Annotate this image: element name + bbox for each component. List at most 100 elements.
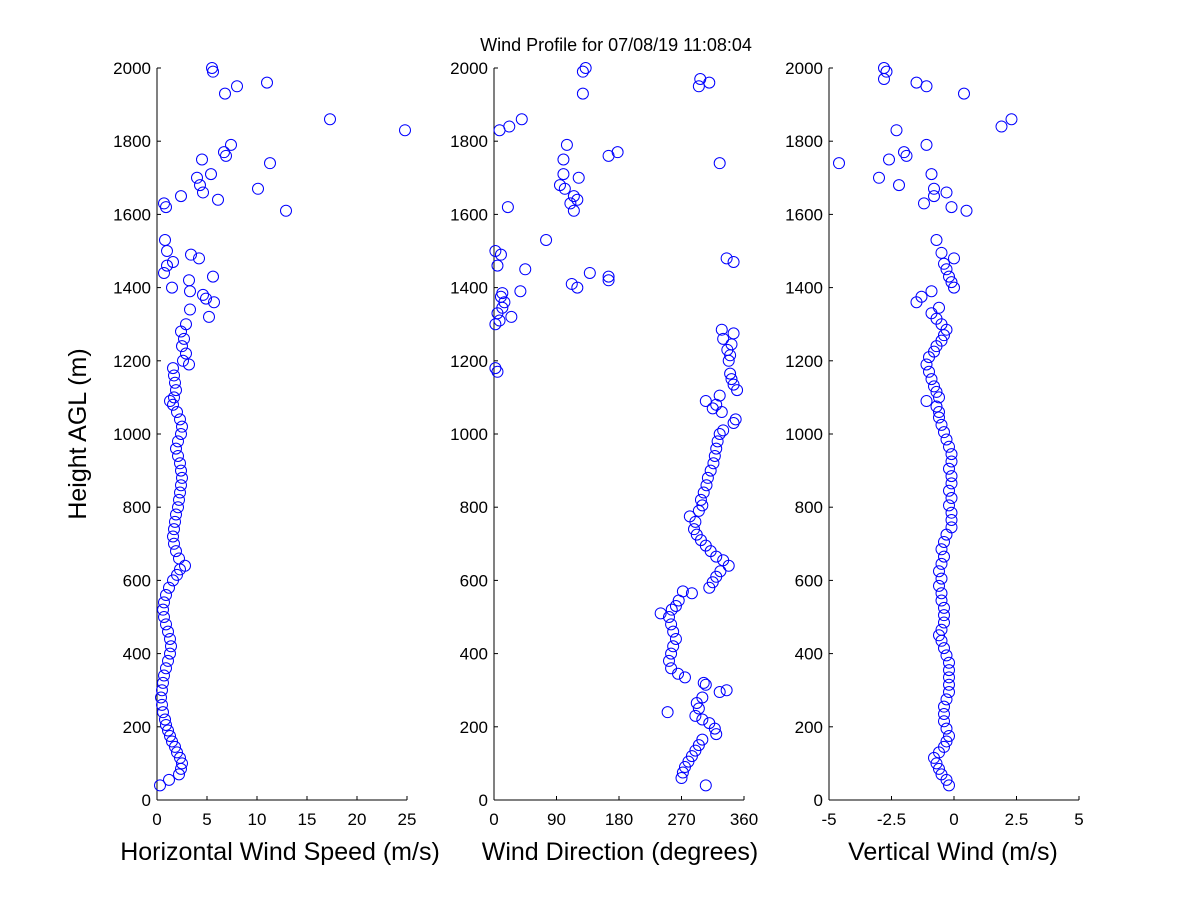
data-point [571, 193, 584, 206]
y-tick-label: 1800 [785, 132, 823, 151]
data-point [689, 709, 702, 722]
data-point [930, 385, 943, 398]
data-point [692, 702, 705, 715]
data-point [935, 572, 948, 585]
data-point [157, 676, 169, 689]
data-point [727, 378, 740, 391]
data-point [175, 190, 187, 203]
data-point [935, 623, 948, 636]
data-point [183, 358, 195, 371]
data-point [171, 568, 183, 581]
data-point [156, 684, 168, 697]
data-point [935, 557, 948, 570]
data-point [938, 609, 950, 622]
data-point [720, 684, 733, 697]
y-tick-label: 600 [123, 571, 151, 590]
data-point [261, 76, 273, 89]
data-point [208, 296, 220, 309]
data-point [694, 493, 707, 506]
data-point [583, 266, 596, 279]
data-point [565, 277, 578, 290]
data-point [940, 735, 953, 748]
data-point [159, 713, 171, 726]
data-point [665, 662, 678, 675]
data-point [177, 354, 189, 367]
data-point [945, 470, 958, 483]
x-tick-label: 5 [1074, 810, 1083, 829]
data-point [225, 138, 237, 151]
data-point [158, 197, 170, 210]
data-point [938, 426, 950, 439]
data-point [701, 471, 714, 484]
data-point [183, 274, 195, 287]
data-point [711, 435, 724, 448]
x-tick-label: 5 [202, 810, 211, 829]
data-point [158, 669, 170, 682]
data-point [943, 729, 955, 742]
data-point [515, 113, 528, 126]
data-point [164, 632, 176, 645]
y-tick-label: 1000 [113, 425, 151, 444]
data-point [505, 310, 518, 323]
data-point [170, 442, 182, 455]
data-point [158, 611, 170, 623]
data-point [602, 274, 615, 287]
data-point [157, 603, 169, 616]
data-point [264, 157, 276, 170]
data-point [168, 369, 180, 382]
data-point [503, 120, 516, 133]
x-tick-label: 20 [348, 810, 367, 829]
data-point [943, 462, 955, 475]
data-point [933, 391, 945, 404]
y-tick-label: 1000 [785, 425, 823, 444]
data-point [171, 746, 183, 759]
y-tick-label: 800 [123, 498, 151, 517]
y-tick-label: 2000 [450, 59, 488, 78]
data-point [688, 523, 700, 536]
data-point [185, 248, 197, 261]
y-tick-label: 400 [795, 645, 823, 664]
x-tick-label: 0 [489, 810, 498, 829]
y-tick-label: 200 [460, 718, 488, 737]
data-point [168, 391, 180, 404]
data-point [938, 601, 950, 614]
data-point [928, 190, 940, 203]
y-tick-label: 1400 [113, 279, 151, 298]
data-point [172, 449, 184, 462]
data-point [161, 259, 173, 272]
data-point [162, 654, 174, 667]
data-point [197, 186, 209, 199]
data-point [173, 493, 185, 506]
x-axis-label: Wind Direction (degrees) [482, 838, 759, 866]
data-point [945, 448, 958, 461]
data-point [696, 713, 709, 726]
data-point [938, 535, 950, 548]
data-point [169, 515, 181, 528]
data-point [489, 362, 502, 375]
data-point [696, 733, 709, 746]
data-point [928, 380, 940, 393]
data-point [928, 345, 940, 358]
data-point [945, 276, 958, 289]
data-point [945, 521, 958, 534]
data-point [943, 440, 955, 453]
x-tick-label: 15 [298, 810, 317, 829]
data-point [160, 718, 172, 731]
data-point [179, 559, 191, 572]
data-point [943, 671, 955, 684]
data-point [163, 581, 175, 594]
data-point [157, 706, 169, 719]
y-tick-label: 200 [795, 718, 823, 737]
data-point [168, 537, 180, 550]
data-point [697, 486, 710, 499]
data-point [173, 552, 185, 565]
data-point [665, 618, 678, 631]
data-point [928, 182, 940, 195]
data-point [167, 362, 179, 375]
data-point [930, 400, 943, 413]
data-point [193, 252, 205, 265]
data-point [943, 270, 955, 283]
data-point [707, 457, 720, 470]
